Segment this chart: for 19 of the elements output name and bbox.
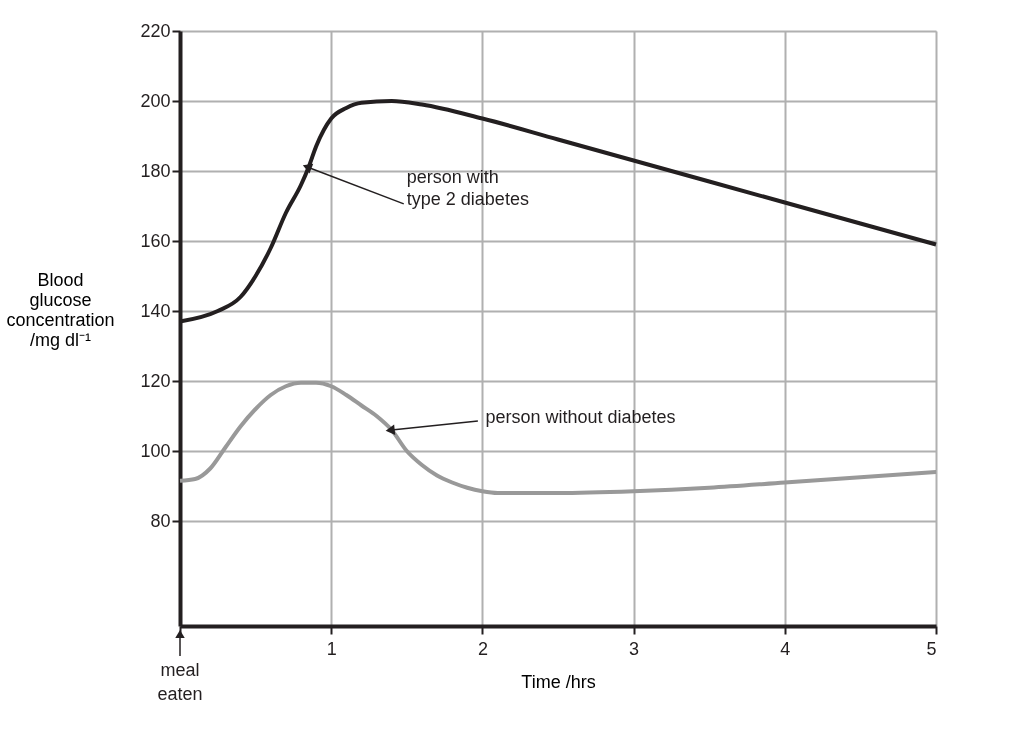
y-tick-label: 80 [150, 510, 171, 531]
x-tick-label: 1 [326, 638, 337, 659]
x-tick-label: 5 [926, 638, 937, 659]
x-tick-label: 2 [477, 638, 488, 659]
y-axis-title: Blood glucose concentration /mg dl⁻¹ [6, 270, 115, 351]
line-series [178, 380, 938, 495]
x-tick-label: 4 [780, 638, 791, 659]
x-axis-title: Time /hrs [521, 671, 596, 692]
y-tick-label: 180 [140, 160, 171, 181]
annotation: person without diabetes [485, 406, 676, 427]
y-tick-label: 160 [140, 230, 171, 251]
text: meal eaten [157, 660, 203, 704]
y-tick-label: 200 [140, 90, 171, 111]
y-tick-label: 140 [140, 300, 171, 321]
x-tick-label: 3 [629, 638, 640, 659]
y-tick-label: 220 [140, 20, 171, 41]
annotation: person with type 2 diabetes [406, 167, 529, 209]
y-tick-label: 100 [140, 440, 171, 461]
y-tick-label: 120 [140, 370, 171, 391]
